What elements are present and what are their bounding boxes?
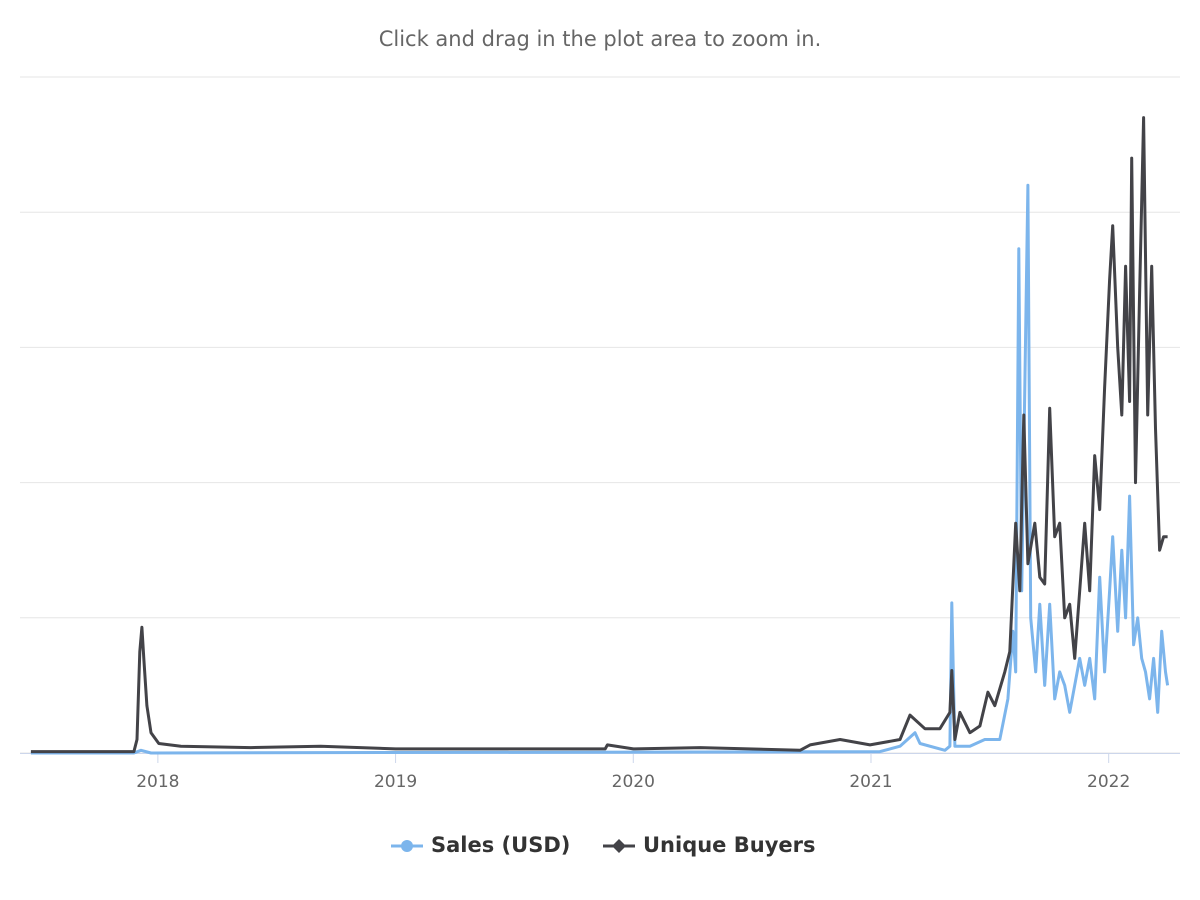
- legend-label: Unique Buyers: [643, 833, 815, 857]
- x-tick-label: 2018: [136, 772, 179, 792]
- x-tick-label: 2019: [374, 772, 417, 792]
- legend: Sales (USD) Unique Buyers: [391, 833, 815, 857]
- legend-item[interactable]: Sales (USD): [391, 833, 570, 857]
- legend-item[interactable]: Unique Buyers: [603, 833, 815, 857]
- series-line: [30, 183, 1170, 755]
- x-tick-label: 2022: [1087, 772, 1130, 792]
- x-tick-label: 2021: [849, 772, 892, 792]
- legend-symbol-marker: [612, 839, 626, 853]
- legend-label: Sales (USD): [431, 833, 570, 857]
- series-line: [30, 116, 1168, 754]
- x-tick-label: 2020: [612, 772, 655, 792]
- legend-symbol-marker: [401, 840, 413, 852]
- chart-subtitle: Click and drag in the plot area to zoom …: [379, 27, 822, 51]
